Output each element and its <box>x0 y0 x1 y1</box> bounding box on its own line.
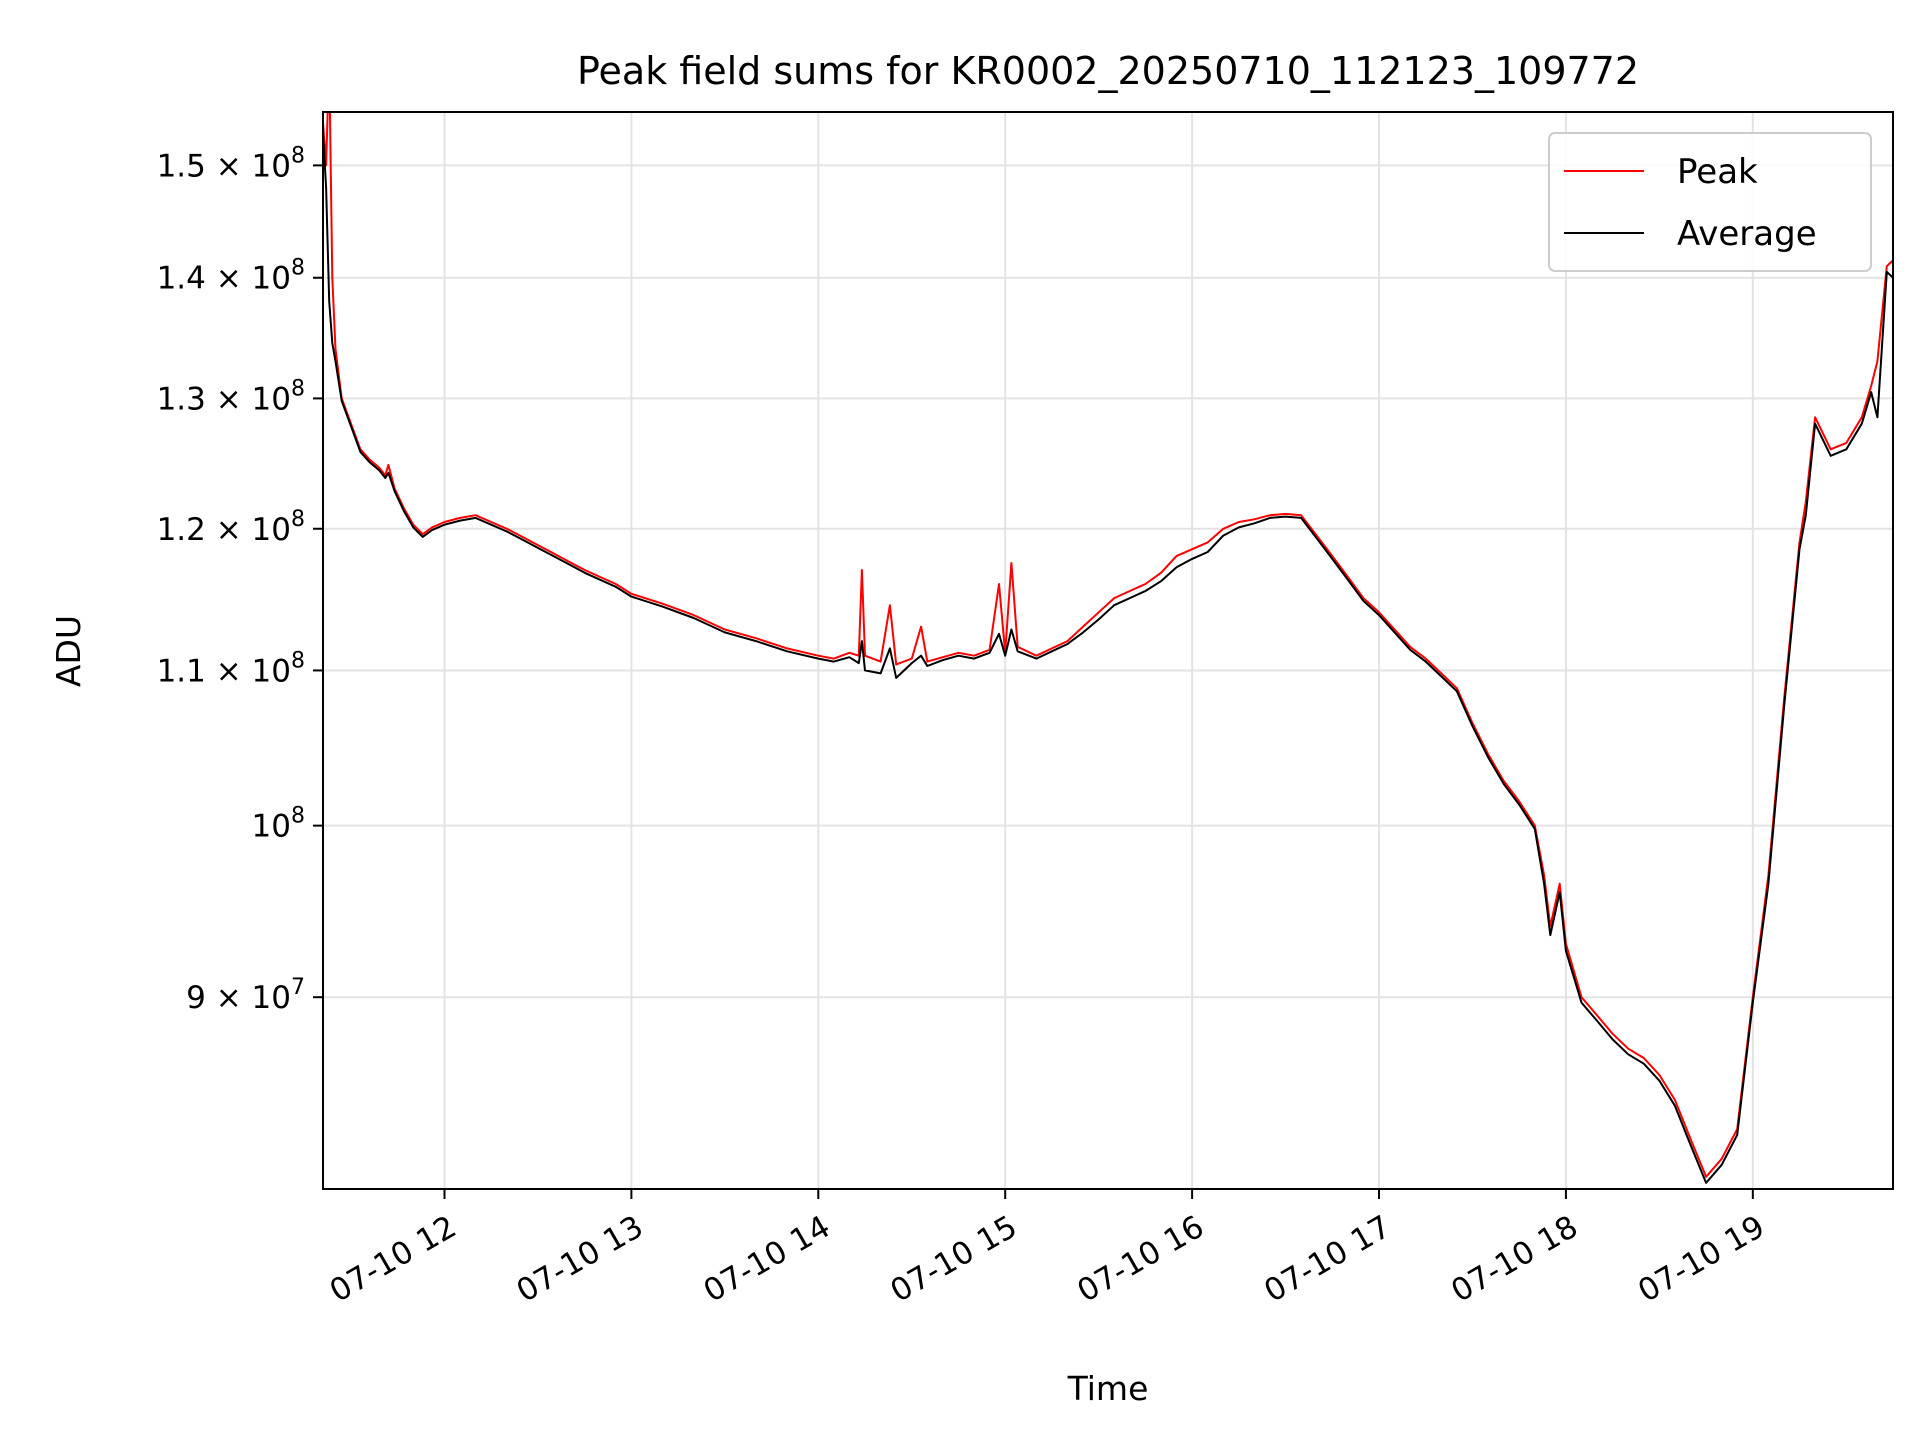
plot-frame <box>322 111 1894 1190</box>
legend-label-peak: Peak <box>1677 152 1758 192</box>
y-tick-label: 1.3 × 108 <box>157 376 305 417</box>
y-tick-label: 1.1 × 108 <box>157 648 305 689</box>
y-tick-label: 1.4 × 108 <box>157 256 305 297</box>
legend-label-average: Average <box>1677 214 1817 254</box>
y-tick-label: 9 × 107 <box>186 975 305 1016</box>
grid <box>323 112 1893 1189</box>
series-lines <box>323 112 1893 1184</box>
legend: Peak Average <box>1548 132 1872 272</box>
x-axis-title: Time <box>1067 1369 1149 1408</box>
y-tick-label: 1.5 × 108 <box>157 143 305 184</box>
y-tick-label: 108 <box>252 804 305 845</box>
series-line-average <box>323 133 1893 1184</box>
legend-box <box>1548 132 1872 272</box>
series-line-peak <box>323 112 1893 1178</box>
y-tick-label: 1.2 × 108 <box>157 507 305 548</box>
y-axis-title: ADU <box>49 615 88 687</box>
y-axis-ticks: 9 × 107 108 1.1 × 108 1.2 × 108 1.3 × 108 1.4… <box>157 143 323 1016</box>
chart-title: Peak field sums for KR0002_20250710_1121… <box>577 49 1639 93</box>
